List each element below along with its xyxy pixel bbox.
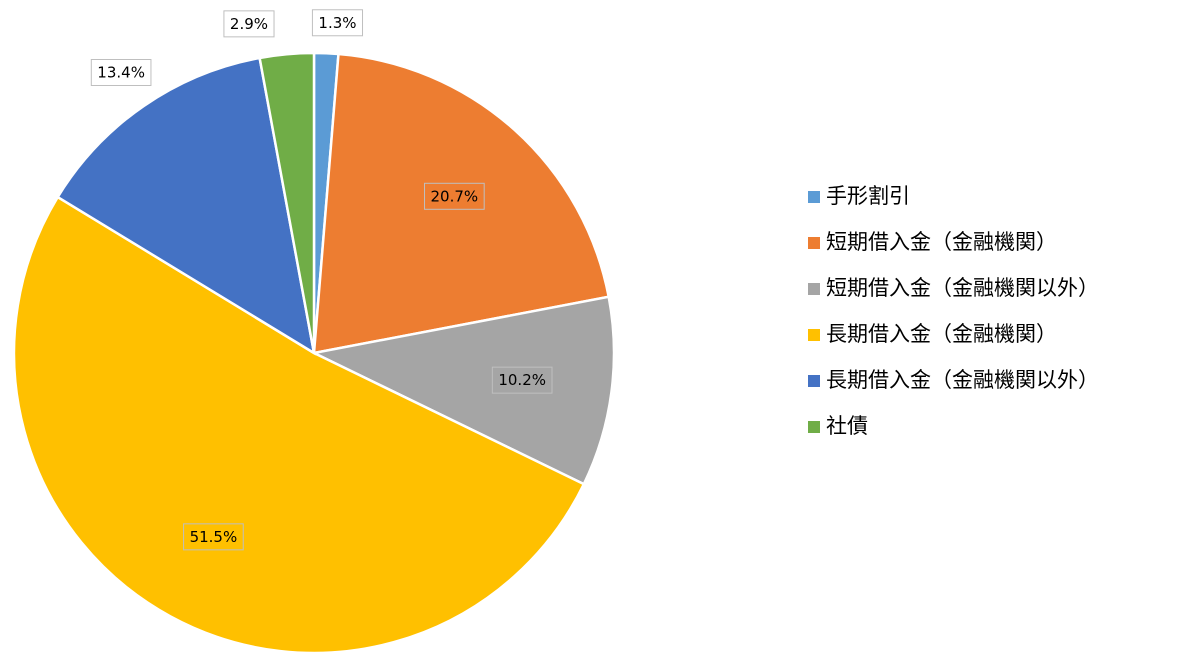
data-label-text: 1.3% (318, 14, 356, 32)
legend-label: 社債 (826, 414, 868, 438)
legend-label: 長期借入金（金融機関以外） (826, 368, 1099, 392)
data-label-box (424, 182, 485, 210)
data-label-box (311, 9, 364, 37)
data-label-box (90, 58, 152, 86)
legend-swatch (808, 237, 820, 249)
legend-swatch (808, 375, 820, 387)
pie-slice (55, 56, 316, 356)
data-label-box (223, 10, 275, 38)
legend-label: 手形割引 (826, 184, 910, 208)
legend-label: 短期借入金（金融機関以外） (826, 276, 1099, 300)
pie-slice (12, 195, 586, 654)
data-label: 20.7% (424, 182, 485, 210)
data-label-text: 20.7% (431, 187, 479, 205)
data-label: 51.5% (183, 523, 244, 551)
legend-label: 長期借入金（金融機関） (826, 322, 1057, 346)
data-label-text: 51.5% (190, 528, 238, 546)
data-label-text: 13.4% (97, 63, 145, 81)
pie-slice (310, 295, 616, 486)
data-label-text: 2.9% (230, 15, 268, 33)
pie-slice (312, 52, 611, 355)
data-label: 10.2% (491, 366, 553, 394)
data-label-text: 10.2% (498, 371, 546, 389)
legend-swatch (808, 329, 820, 341)
data-label: 13.4% (90, 58, 152, 86)
pie-slice (258, 51, 316, 354)
data-label-box (183, 523, 244, 551)
legend-swatch (808, 283, 820, 295)
data-label-box (491, 366, 553, 394)
legend-swatch (808, 191, 820, 203)
data-label: 1.3% (311, 9, 364, 37)
data-label: 2.9% (223, 10, 275, 38)
legend-label: 短期借入金（金融機関） (826, 230, 1057, 254)
legend-swatch (808, 421, 820, 433)
